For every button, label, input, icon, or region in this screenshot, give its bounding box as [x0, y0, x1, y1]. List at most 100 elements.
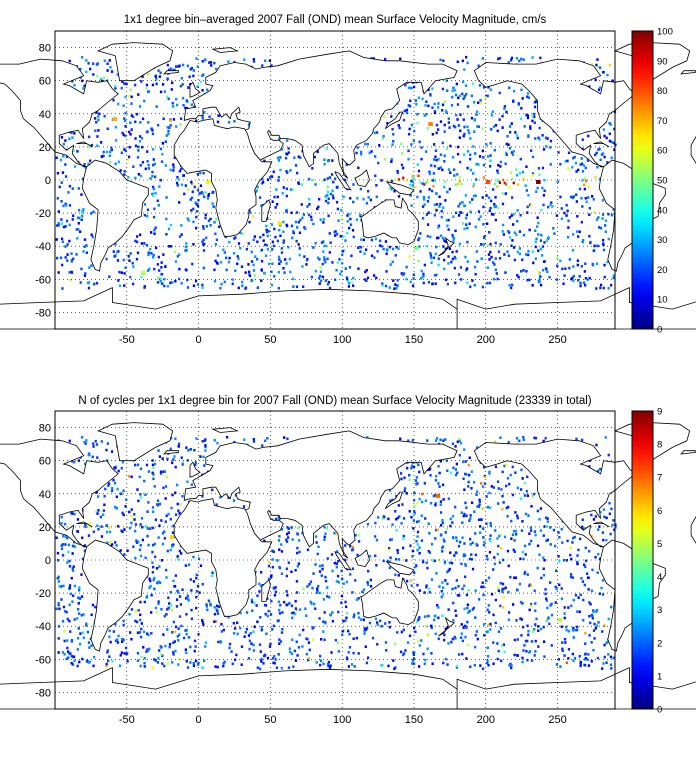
- data-cell: [340, 270, 343, 273]
- data-cell: [252, 630, 255, 634]
- data-cell: [586, 572, 589, 575]
- data-cell: [552, 227, 555, 230]
- data-cell: [69, 592, 72, 596]
- data-cell: [531, 56, 534, 59]
- data-cell: [57, 222, 60, 225]
- data-cell: [173, 68, 176, 72]
- data-cell: [306, 257, 309, 261]
- data-cell: [185, 268, 188, 272]
- data-cell: [440, 595, 443, 599]
- data-cell: [165, 95, 169, 99]
- data-cell: [318, 258, 321, 261]
- data-cell: [96, 135, 99, 138]
- data-cell: [471, 198, 474, 201]
- data-cell: [535, 237, 538, 241]
- data-cell: [334, 278, 337, 282]
- data-cell: [414, 630, 417, 634]
- data-cell: [588, 213, 591, 216]
- data-cell: [270, 574, 273, 577]
- data-cell: [327, 664, 330, 668]
- data-cell: [58, 185, 61, 189]
- data-cell: [260, 259, 264, 263]
- data-cell: [186, 188, 190, 191]
- data-cell: [441, 168, 444, 172]
- data-cell: [122, 258, 125, 262]
- data-cell: [574, 594, 578, 597]
- data-cell: [84, 523, 87, 527]
- data-cell: [355, 636, 358, 640]
- data-cell: [412, 139, 415, 143]
- data-cell: [438, 205, 441, 208]
- data-cell: [273, 655, 276, 658]
- data-cell: [139, 233, 142, 237]
- data-cell: [143, 203, 147, 206]
- data-cell: [227, 616, 230, 619]
- data-cell: [588, 549, 591, 553]
- data-cell: [319, 654, 322, 658]
- data-cell: [496, 657, 499, 661]
- data-cell: [466, 150, 470, 153]
- data-cell: [151, 170, 154, 174]
- data-cell: [315, 541, 318, 544]
- data-cell: [604, 230, 607, 234]
- data-cell: [130, 637, 133, 641]
- data-cell: [530, 505, 533, 508]
- data-cell: [396, 631, 399, 634]
- data-cell: [147, 543, 150, 547]
- data-cell: [494, 268, 497, 272]
- data-cell: [595, 218, 599, 221]
- data-cell: [410, 584, 413, 587]
- data-cell: [461, 201, 464, 204]
- landmass-outline: [261, 199, 271, 222]
- data-cell: [414, 99, 417, 102]
- data-cell: [258, 590, 261, 593]
- data-cell: [599, 467, 602, 471]
- data-cell: [443, 180, 447, 184]
- data-cell: [478, 503, 481, 507]
- data-cell: [345, 605, 348, 609]
- data-cell: [63, 629, 66, 633]
- data-cell: [510, 286, 513, 290]
- data-cell: [590, 513, 593, 517]
- data-cell: [193, 649, 196, 653]
- data-cell: [458, 439, 461, 442]
- data-cell: [521, 625, 525, 629]
- data-cell: [490, 255, 493, 259]
- data-cell: [518, 439, 521, 443]
- data-cell: [100, 79, 104, 83]
- data-cell: [383, 157, 387, 161]
- data-cell: [213, 439, 216, 442]
- data-cell: [561, 641, 564, 644]
- data-cell: [146, 150, 149, 153]
- data-cell: [81, 536, 84, 540]
- data-cell: [487, 243, 490, 247]
- data-cell: [172, 620, 175, 624]
- data-cell: [92, 73, 95, 76]
- data-cell: [178, 253, 181, 256]
- data-cell: [443, 239, 446, 242]
- data-cell: [419, 181, 422, 184]
- data-cell: [549, 604, 552, 607]
- x-tick-label: 250: [548, 334, 566, 346]
- data-cell: [167, 129, 170, 133]
- data-cell: [546, 270, 549, 274]
- data-cell: [378, 244, 382, 247]
- data-cell: [73, 512, 76, 516]
- data-cell: [530, 659, 534, 662]
- data-cell: [590, 63, 593, 66]
- data-cell: [456, 118, 459, 121]
- data-cell: [79, 281, 82, 284]
- data-cell: [385, 270, 388, 273]
- data-cell: [267, 560, 271, 564]
- data-cell: [118, 284, 122, 288]
- data-cell: [285, 210, 288, 213]
- data-cell: [593, 637, 596, 640]
- data-cell: [482, 86, 486, 89]
- data-cell: [478, 498, 481, 502]
- data-cell: [516, 486, 519, 490]
- data-cell: [569, 195, 573, 199]
- data-cell: [571, 165, 574, 169]
- data-cell: [418, 140, 421, 144]
- data-cell: [448, 126, 451, 129]
- data-cell: [92, 442, 95, 445]
